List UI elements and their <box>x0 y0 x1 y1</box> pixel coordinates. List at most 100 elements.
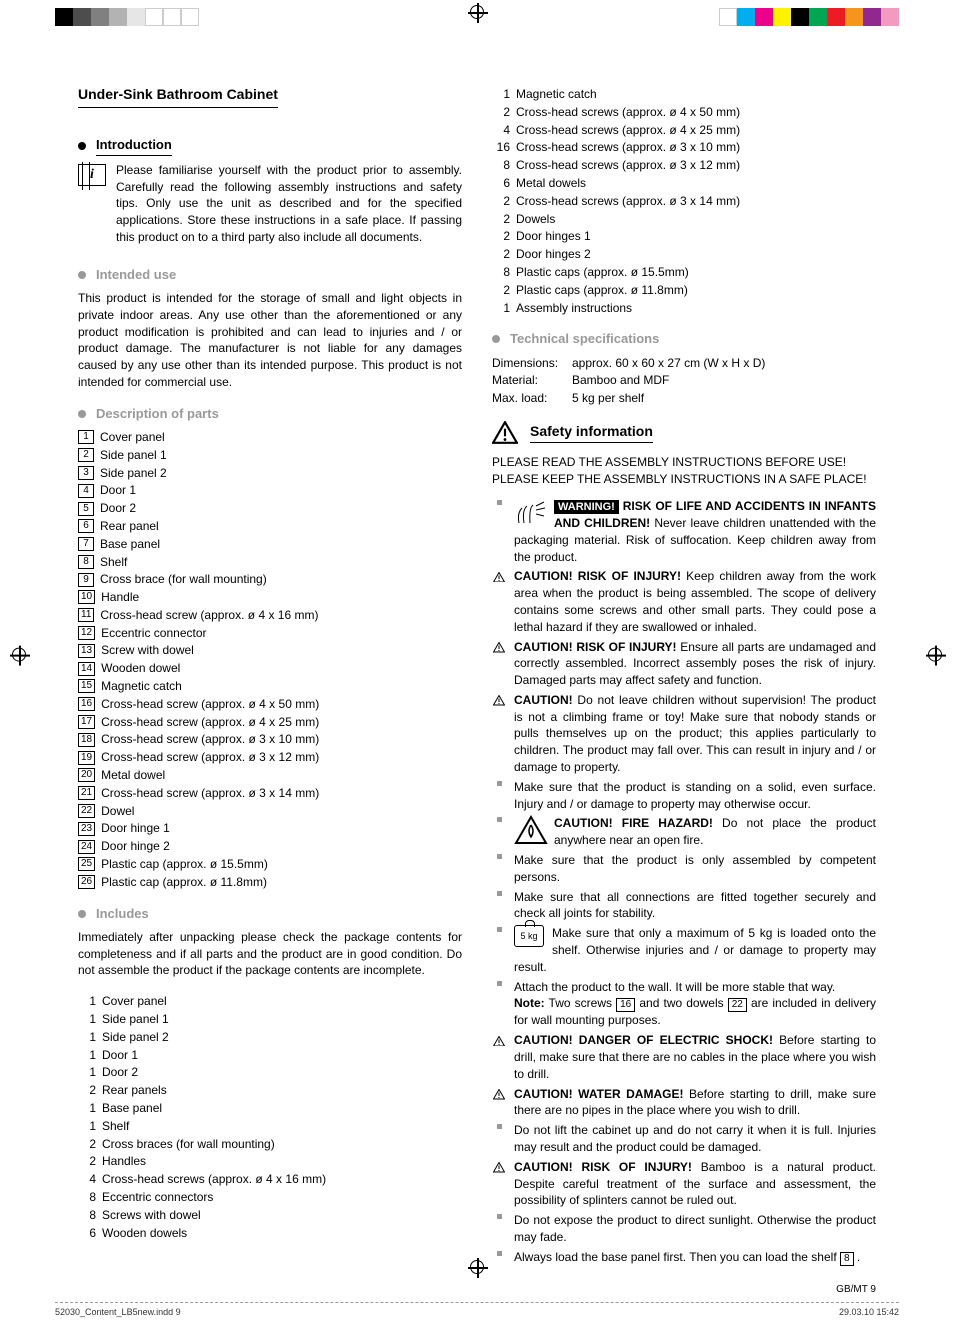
spec-value: Bamboo and MDF <box>572 372 669 389</box>
right-column: 1 Magnetic catch 2 Cross-head screws (appro… <box>492 85 876 1269</box>
section-heading-safety: Safety information <box>492 421 876 444</box>
include-qty: 2 <box>492 193 510 210</box>
safety-item: Make sure that all connections are fitte… <box>492 889 876 923</box>
include-label: Door hinges 2 <box>516 246 591 263</box>
include-qty: 4 <box>492 122 510 139</box>
include-label: Screws with dowel <box>102 1207 201 1224</box>
page-title: Under-Sink Bathroom Cabinet <box>78 85 278 108</box>
safety-item: CAUTION! Do not leave children without s… <box>492 692 876 776</box>
include-label: Door hinges 1 <box>516 228 591 245</box>
part-number: 25 <box>78 857 95 871</box>
part-label: Cross-head screw (approx. ø 3 x 12 mm) <box>101 749 319 766</box>
include-label: Cross-head screws (approx. ø 3 x 10 mm) <box>516 139 740 156</box>
include-qty: 1 <box>492 300 510 317</box>
part-row: 20Metal dowel <box>78 767 462 784</box>
include-label: Plastic caps (approx. ø 15.5mm) <box>516 264 689 281</box>
safety-text: Make sure that the product is only assem… <box>514 852 876 886</box>
part-row: 6Rear panel <box>78 518 462 535</box>
include-row: 2 Rear panels <box>78 1082 462 1099</box>
include-row: 6Metal dowels <box>492 175 876 192</box>
safety-item: CAUTION! DANGER OF ELECTRIC SHOCK! Befor… <box>492 1032 876 1082</box>
part-number: 16 <box>78 697 95 711</box>
safety-list: WARNING! RISK OF LIFE AND ACCIDENTS IN I… <box>492 498 876 1266</box>
fire-triangle-icon <box>514 815 548 845</box>
include-label: Magnetic catch <box>516 86 597 103</box>
spec-label: Material: <box>492 372 564 389</box>
parts-heading: Description of parts <box>96 405 219 423</box>
include-qty: 8 <box>492 264 510 281</box>
caution-triangle-icon <box>493 1161 505 1172</box>
left-column: Under-Sink Bathroom Cabinet Introduction… <box>78 85 462 1269</box>
include-qty: 1 <box>78 1064 96 1081</box>
intended-heading: Intended use <box>96 266 176 284</box>
include-row: 1Shelf <box>78 1118 462 1135</box>
includes-text: Immediately after unpacking please check… <box>78 929 462 979</box>
part-row: 24Door hinge 2 <box>78 838 462 855</box>
include-label: Rear panels <box>102 1082 167 1099</box>
weight-icon: 5 kg <box>514 925 544 947</box>
safety-text: Make sure that all connections are fitte… <box>514 889 876 923</box>
part-label: Metal dowel <box>101 767 165 784</box>
square-bullet-icon <box>497 981 502 986</box>
bullet-icon <box>78 271 86 279</box>
part-label: Shelf <box>100 554 127 571</box>
part-row: 11Cross-head screw (approx. ø 4 x 16 mm) <box>78 607 462 624</box>
part-number: 7 <box>78 537 94 551</box>
part-number: 18 <box>78 733 95 747</box>
part-label: Door 2 <box>100 500 136 517</box>
spec-value: 5 kg per shelf <box>572 390 644 407</box>
spec-label: Max. load: <box>492 390 564 407</box>
part-number: 12 <box>78 626 95 640</box>
square-bullet-icon <box>497 854 502 859</box>
include-row: 1Base panel <box>78 1100 462 1117</box>
include-qty: 6 <box>492 175 510 192</box>
part-row: 19Cross-head screw (approx. ø 3 x 12 mm) <box>78 749 462 766</box>
part-number: 23 <box>78 822 95 836</box>
safety-text: 5 kgMake sure that only a maximum of 5 k… <box>514 925 876 975</box>
part-number: 22 <box>78 804 95 818</box>
include-label: Cross-head screws (approx. ø 4 x 16 mm) <box>102 1171 326 1188</box>
caution-triangle-icon <box>493 1088 505 1099</box>
bullet-icon <box>492 335 500 343</box>
include-qty: 2 <box>78 1082 96 1099</box>
safety-text: Make sure that the product is standing o… <box>514 779 876 813</box>
include-label: Cross-head screws (approx. ø 3 x 12 mm) <box>516 157 740 174</box>
part-label: Screw with dowel <box>101 642 194 659</box>
part-number: 4 <box>78 484 94 498</box>
safety-item: CAUTION! RISK OF INJURY! Ensure all part… <box>492 639 876 689</box>
part-label: Base panel <box>100 536 160 553</box>
include-qty: 2 <box>78 1136 96 1153</box>
part-number: 9 <box>78 573 94 587</box>
part-row: 3Side panel 2 <box>78 465 462 482</box>
include-qty: 16 <box>492 139 510 156</box>
safety-text: Attach the product to the wall. It will … <box>514 979 876 1030</box>
include-qty: 4 <box>78 1171 96 1188</box>
include-qty: 6 <box>78 1225 96 1242</box>
part-row: 25Plastic cap (approx. ø 15.5mm) <box>78 856 462 873</box>
include-row: 1Cover panel <box>78 993 462 1010</box>
part-row: 22Dowel <box>78 803 462 820</box>
part-label: Rear panel <box>100 518 159 535</box>
include-qty: 2 <box>78 1153 96 1170</box>
include-row: 4 Cross-head screws (approx. ø 4 x 16 mm) <box>78 1171 462 1188</box>
part-label: Cross-head screw (approx. ø 3 x 10 mm) <box>101 731 319 748</box>
part-number: 8 <box>78 555 94 569</box>
part-row: 16Cross-head screw (approx. ø 4 x 50 mm) <box>78 696 462 713</box>
hands-icon <box>514 498 548 528</box>
include-qty: 2 <box>492 246 510 263</box>
include-label: Base panel <box>102 1100 162 1117</box>
include-row: 1Door 2 <box>78 1064 462 1081</box>
part-number: 15 <box>78 679 95 693</box>
info-icon: i <box>78 164 106 186</box>
include-label: Cross-head screws (approx. ø 4 x 50 mm) <box>516 104 740 121</box>
safety-text: CAUTION! RISK OF INJURY! Bamboo is a nat… <box>514 1159 876 1209</box>
part-row: 8 Shelf <box>78 554 462 571</box>
includes-list-left: 1Cover panel1Side panel 11Side panel 21D… <box>78 993 462 1241</box>
part-row: 9Cross brace (for wall mounting) <box>78 571 462 588</box>
include-qty: 1 <box>78 1011 96 1028</box>
intro-heading: Introduction <box>96 136 172 156</box>
include-qty: 2 <box>492 282 510 299</box>
meta-date: 29.03.10 15:42 <box>839 1306 899 1319</box>
part-row: 14Wooden dowel <box>78 660 462 677</box>
include-row: 2Handles <box>78 1153 462 1170</box>
